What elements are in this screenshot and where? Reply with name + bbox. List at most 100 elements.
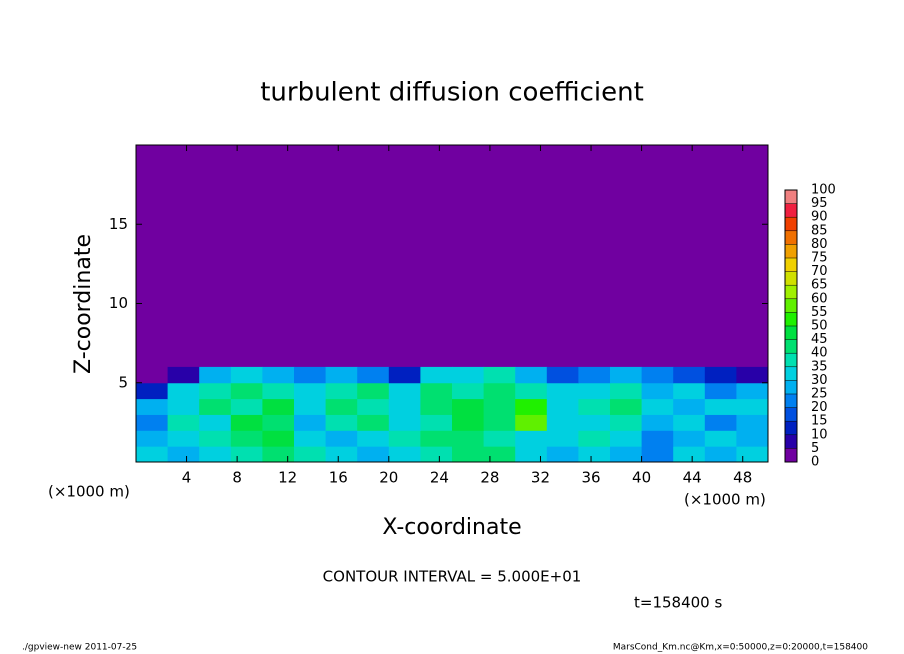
colorbar-cell xyxy=(785,285,797,299)
heat-cell xyxy=(546,414,579,431)
colorbar-cell xyxy=(785,230,797,245)
heat-cell xyxy=(388,398,421,415)
heat-cell xyxy=(199,446,232,463)
heat-cell xyxy=(199,430,232,447)
x-tick-label: 24 xyxy=(430,469,449,487)
heat-cell xyxy=(294,366,327,384)
heat-cell xyxy=(515,414,548,431)
heat-cell xyxy=(357,366,390,384)
heat-cell xyxy=(673,414,706,431)
colorbar-label: 60 xyxy=(811,291,828,306)
colorbar-cell xyxy=(785,190,797,204)
heat-cell xyxy=(325,366,358,384)
heat-cell xyxy=(357,446,390,463)
heat-cell xyxy=(388,382,421,400)
colorbar-label: 25 xyxy=(811,387,828,402)
heat-cell xyxy=(167,430,200,447)
x-tick-label: 48 xyxy=(733,469,752,487)
heat-cell xyxy=(230,382,263,400)
colorbar-label: 90 xyxy=(811,210,828,225)
heat-cell xyxy=(515,446,548,463)
heat-cell xyxy=(641,366,674,384)
heat-cell xyxy=(483,446,516,463)
colorbar-cell xyxy=(785,366,797,381)
heat-cell xyxy=(546,446,579,463)
heat-cell xyxy=(546,398,579,415)
colorbar-cell xyxy=(785,380,797,394)
heat-cell xyxy=(262,414,295,431)
colorbar-label: 100 xyxy=(811,183,836,198)
colorbar-label: 70 xyxy=(811,264,828,279)
heat-cell xyxy=(515,430,548,447)
heat-cell xyxy=(294,430,327,447)
heat-cell xyxy=(452,398,485,415)
colorbar-cell xyxy=(785,258,797,272)
x-tick-label: 12 xyxy=(278,469,297,487)
heat-cell xyxy=(736,366,769,384)
colorbar-label: 5 xyxy=(811,441,819,456)
heat-cell xyxy=(167,382,200,400)
colorbar-label: 40 xyxy=(811,346,828,361)
heat-cell xyxy=(388,366,421,384)
heat-cell xyxy=(230,366,263,384)
colorbar-label: 45 xyxy=(811,332,828,347)
heat-cell xyxy=(230,446,263,463)
colorbar-cell xyxy=(785,421,797,435)
heat-cell xyxy=(736,382,769,400)
heat-cell xyxy=(641,414,674,431)
heat-cell xyxy=(578,446,611,463)
heat-cell xyxy=(452,366,485,384)
x-unit-label: (×1000 m) xyxy=(48,483,130,501)
heat-cell xyxy=(420,414,453,431)
heat-cell xyxy=(388,446,421,463)
heat-cell xyxy=(673,398,706,415)
heat-cell xyxy=(325,446,358,463)
y-axis-label: Z-coordinate xyxy=(71,234,96,374)
heat-cell xyxy=(230,398,263,415)
heat-cell xyxy=(704,382,737,400)
heat-cell xyxy=(704,430,737,447)
colorbar-cell xyxy=(785,312,797,326)
heat-cell xyxy=(262,366,295,384)
colorbar-label: 80 xyxy=(811,237,828,252)
heat-cell xyxy=(325,382,358,400)
heat-cell xyxy=(704,398,737,415)
heat-cell xyxy=(388,430,421,447)
heat-cell xyxy=(483,430,516,447)
heat-cell xyxy=(420,382,453,400)
heat-cell xyxy=(136,366,169,384)
heat-cell xyxy=(452,414,485,431)
heat-cell xyxy=(357,382,390,400)
heat-cell xyxy=(736,398,769,415)
colorbar-label: 95 xyxy=(811,196,828,211)
y-tick-label: 5 xyxy=(118,373,128,391)
heat-cell xyxy=(230,430,263,447)
heat-cell xyxy=(641,398,674,415)
colorbar-cell xyxy=(785,326,797,340)
heat-cell xyxy=(641,446,674,463)
colorbar-label: 10 xyxy=(811,427,828,442)
colorbar-cell xyxy=(785,353,797,367)
x-tick-label: 32 xyxy=(531,469,550,487)
x-tick-label: 28 xyxy=(480,469,499,487)
heat-cell xyxy=(136,382,169,400)
heat-cell xyxy=(262,398,295,415)
heat-cell xyxy=(610,414,643,431)
y-tick-label: 10 xyxy=(109,294,128,312)
heat-cell xyxy=(673,382,706,400)
heat-cell xyxy=(420,398,453,415)
heat-cell xyxy=(294,446,327,463)
heat-cell xyxy=(294,414,327,431)
colorbar-cell xyxy=(785,203,797,218)
x-tick-label: 40 xyxy=(632,469,651,487)
heat-cell xyxy=(357,398,390,415)
colorbar-label: 85 xyxy=(811,223,828,238)
heat-cell xyxy=(483,398,516,415)
x-tick-label: 16 xyxy=(329,469,348,487)
colorbar-label: 35 xyxy=(811,359,828,374)
heat-cell xyxy=(641,382,674,400)
heat-cell xyxy=(546,430,579,447)
colorbar-cell xyxy=(785,244,797,258)
x-tick-label: 8 xyxy=(232,469,242,487)
